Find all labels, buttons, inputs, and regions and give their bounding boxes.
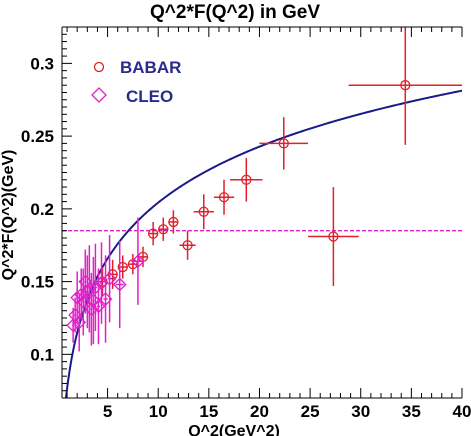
legend-label-cleo: CLEO (126, 87, 173, 106)
point-marker-circle (198, 206, 209, 217)
data-point (230, 157, 263, 202)
point-marker-diamond (91, 299, 106, 314)
x-tick-label: 5 (103, 402, 112, 421)
data-point (158, 217, 169, 241)
fit-curve (64, 89, 462, 398)
x-axis-title: Q^2(GeV^2) (188, 423, 280, 436)
data-point (88, 243, 103, 332)
y-axis-title: Q^2*F(Q^2)(GeV) (0, 150, 17, 281)
data-point (213, 179, 235, 215)
point-marker-circle (241, 174, 252, 185)
x-tick-label: 35 (402, 402, 421, 421)
point-marker-diamond (88, 280, 103, 295)
data-point (259, 117, 309, 170)
point-marker-circle (182, 240, 193, 251)
y-tick-label: 0.3 (30, 54, 54, 73)
data-point (168, 210, 179, 234)
data-point (131, 217, 145, 305)
chart-title: Q^2*F(Q^2) in GeV (150, 2, 320, 23)
legend: BABAR CLEO (91, 58, 181, 106)
point-marker-circle (147, 228, 159, 239)
point-marker-circle (218, 192, 230, 203)
legend-marker-cleo (91, 87, 107, 103)
x-tick-label: 10 (149, 402, 168, 421)
plot-area (62, 27, 462, 398)
data-point (193, 194, 214, 230)
point-marker-circle (117, 261, 128, 273)
x-tick-label: 40 (453, 402, 471, 421)
point-marker-circle (158, 224, 169, 235)
point-marker-diamond (102, 271, 117, 286)
data-point (112, 240, 127, 329)
y-tick-label: 0.25 (21, 127, 54, 146)
legend-marker-babar (93, 61, 105, 73)
point-marker-circle (400, 80, 411, 91)
point-marker-diamond (112, 277, 127, 292)
y-tick-label: 0.1 (30, 345, 54, 364)
point-marker-circle (328, 231, 339, 242)
data-point (147, 221, 159, 246)
point-marker-circle (168, 216, 179, 228)
x-tick-label: 15 (199, 402, 218, 421)
data-point (91, 268, 106, 345)
y-tick-label: 0.15 (21, 273, 54, 292)
data-point (179, 230, 196, 260)
x-tick-label: 25 (301, 402, 320, 421)
legend-label-babar: BABAR (120, 58, 181, 77)
y-tick-label: 0.2 (30, 200, 54, 219)
x-tick-label: 30 (351, 402, 370, 421)
point-marker-circle (278, 138, 289, 149)
x-tick-label: 20 (250, 402, 269, 421)
axes: 5 10 15 20 25 30 35 40 0.1 0.15 0.2 0.25 0.3 (21, 26, 471, 421)
data-point (102, 235, 117, 323)
point-marker-diamond (131, 254, 145, 269)
data-point (348, 27, 462, 145)
data-point (308, 187, 359, 286)
